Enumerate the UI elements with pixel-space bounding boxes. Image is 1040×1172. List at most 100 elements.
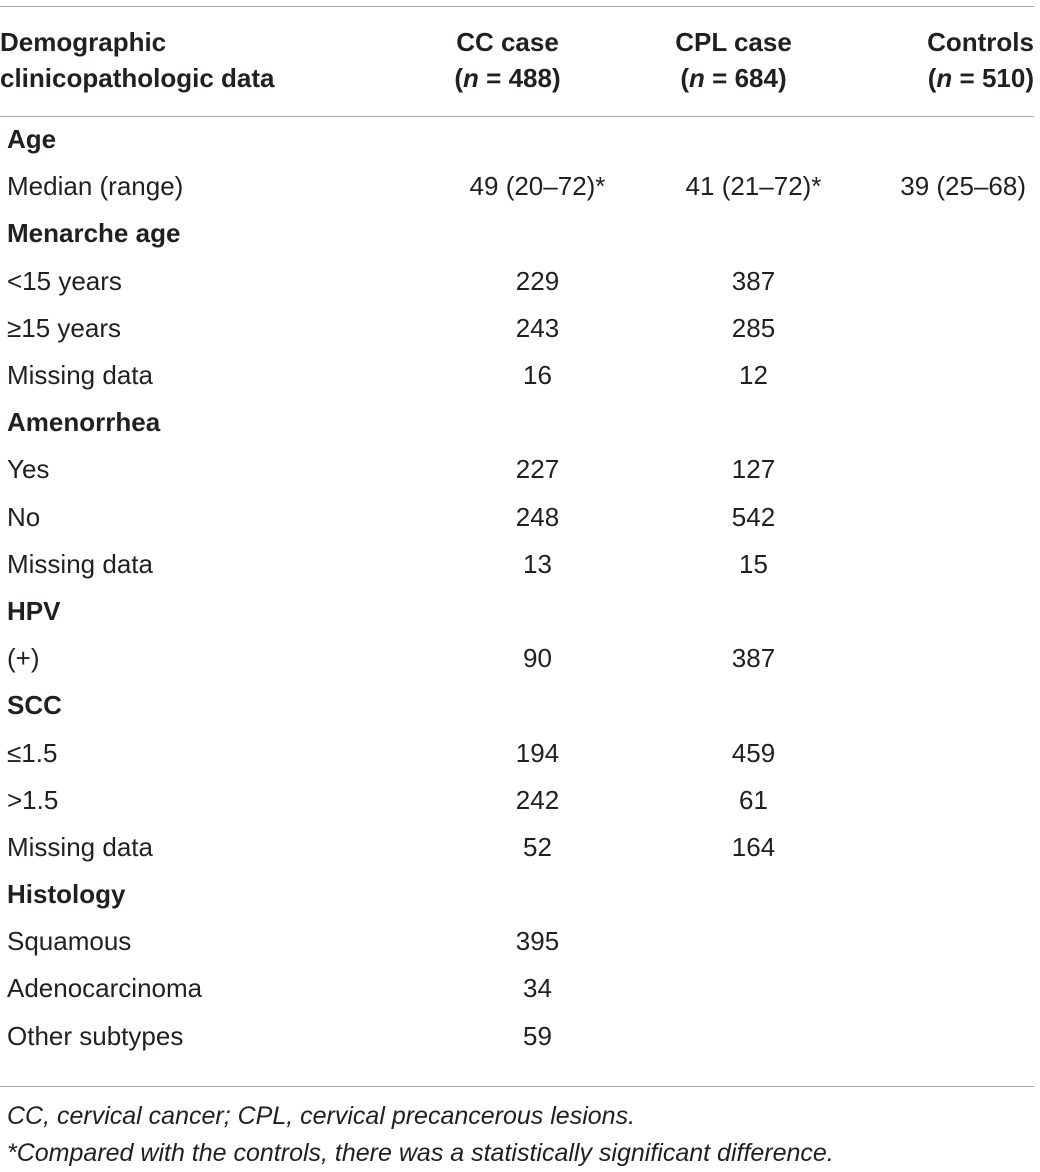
row-label: Squamous [7, 926, 132, 957]
cell-cpl-case [620, 210, 847, 257]
cell-cpl-case: 542 [731, 501, 776, 532]
cell-cc-case: 243 [515, 312, 560, 343]
cell-cc-case: 13 [523, 548, 552, 579]
table-row: (+) 90 387 [0, 635, 1034, 682]
header-demographic-line1: Demographic [0, 27, 167, 57]
section-row: Histology [0, 871, 1034, 918]
cell-cc-case: 248 [515, 501, 560, 532]
cell-cc-case: 395 [515, 926, 560, 957]
cell-cc-case: 242 [515, 784, 560, 815]
cell-cpl-case: 61 [739, 784, 768, 815]
footnote-significance: *Compared with the controls, there was a… [7, 1139, 834, 1167]
cell-controls [847, 635, 1034, 682]
cell-cc-case [395, 588, 620, 635]
section-row: Menarche age [0, 210, 1034, 257]
cell-cpl-case: 41 (21–72)* [685, 171, 822, 202]
cell-controls [847, 210, 1034, 257]
header-controls-n: (n = 510) [927, 63, 1034, 93]
cell-controls [847, 588, 1034, 635]
table-row: Missing data 16 12 [0, 352, 1034, 399]
cell-cpl-case [620, 871, 847, 918]
header-cc-case: CC case (n = 488) [395, 0, 620, 116]
table-row: Yes 227 127 [0, 446, 1034, 493]
table-row: <15 years 229 387 [0, 258, 1034, 305]
cell-controls [847, 871, 1034, 918]
header-cpl-case-n: (n = 684) [680, 63, 787, 93]
cell-cpl-case [620, 965, 847, 1012]
cell-cc-case [395, 210, 620, 257]
demographic-table: Demographic clinicopathologic data CC ca… [0, 0, 1034, 1060]
table-row: ≤1.5 194 459 [0, 729, 1034, 776]
cell-cc-case [395, 871, 620, 918]
row-label: Missing data [7, 360, 153, 391]
cell-cc-case: 49 (20–72)* [469, 171, 606, 202]
section-heading: Menarche age [7, 218, 181, 249]
cell-controls [847, 541, 1034, 588]
cell-controls [847, 352, 1034, 399]
table-bottom-rule [0, 1086, 1034, 1087]
cell-controls [847, 682, 1034, 729]
table-row: Median (range) 49 (20–72)* 41 (21–72)* 39 (… [0, 163, 1034, 210]
row-label: Other subtypes [7, 1020, 184, 1051]
section-heading: SCC [7, 690, 62, 721]
cell-cc-case: 52 [523, 831, 552, 862]
cell-cpl-case: 459 [731, 737, 776, 768]
cell-controls [847, 824, 1034, 871]
header-cc-case-name: CC case [456, 27, 559, 57]
row-label: Yes [7, 454, 50, 485]
section-heading: HPV [7, 595, 61, 626]
section-row: Age [0, 116, 1034, 163]
cell-cc-case [395, 116, 620, 163]
header-cpl-case: CPL case (n = 684) [620, 0, 847, 116]
row-label: (+) [7, 643, 40, 674]
cell-cpl-case: 15 [739, 548, 768, 579]
cell-cc-case: 16 [523, 360, 552, 391]
section-row: Amenorrhea [0, 399, 1034, 446]
table-row: Other subtypes 59 [0, 1013, 1034, 1060]
cell-controls [847, 116, 1034, 163]
table-row: No 248 542 [0, 494, 1034, 541]
table-top-rule [0, 6, 1034, 7]
section-heading: Histology [7, 879, 126, 910]
cell-cc-case: 227 [515, 454, 560, 485]
cell-cpl-case [620, 588, 847, 635]
row-label: <15 years [7, 265, 122, 296]
table-row: >1.5 242 61 [0, 777, 1034, 824]
cell-cpl-case: 387 [731, 643, 776, 674]
header-controls: Controls (n = 510) [847, 0, 1034, 116]
header-cc-case-n: (n = 488) [454, 63, 561, 93]
cell-controls [847, 258, 1034, 305]
table-row: Missing data 13 15 [0, 541, 1034, 588]
cell-cpl-case [620, 682, 847, 729]
row-label: Median (range) [7, 171, 184, 202]
cell-cpl-case: 285 [731, 312, 776, 343]
row-label: Adenocarcinoma [7, 973, 203, 1004]
cell-controls [847, 446, 1034, 493]
footnote-abbreviations: CC, cervical cancer; CPL, cervical preca… [7, 1102, 636, 1130]
table-row: Missing data 52 164 [0, 824, 1034, 871]
cell-cc-case: 90 [523, 643, 552, 674]
table-header-row: Demographic clinicopathologic data CC ca… [0, 0, 1034, 116]
cell-cc-case: 34 [523, 973, 552, 1004]
header-demographic-line2: clinicopathologic data [0, 63, 275, 93]
table-footnotes: CC, cervical cancer; CPL, cervical preca… [7, 1098, 1032, 1172]
cell-cpl-case: 127 [731, 454, 776, 485]
cell-controls [847, 1013, 1034, 1060]
cell-cc-case [395, 682, 620, 729]
cell-cc-case: 229 [515, 265, 560, 296]
row-label: No [7, 501, 41, 532]
cell-cc-case [395, 399, 620, 446]
cell-controls [847, 399, 1034, 446]
section-row: SCC [0, 682, 1034, 729]
row-label: ≥15 years [7, 312, 121, 343]
header-demographic: Demographic clinicopathologic data [0, 0, 395, 116]
cell-controls [847, 729, 1034, 776]
cell-controls: 39 (25–68) [900, 171, 1026, 202]
table-row: ≥15 years 243 285 [0, 305, 1034, 352]
header-controls-name: Controls [927, 27, 1034, 57]
section-heading: Amenorrhea [7, 407, 161, 438]
section-row: HPV [0, 588, 1034, 635]
cell-cpl-case [620, 918, 847, 965]
section-heading: Age [7, 124, 57, 155]
